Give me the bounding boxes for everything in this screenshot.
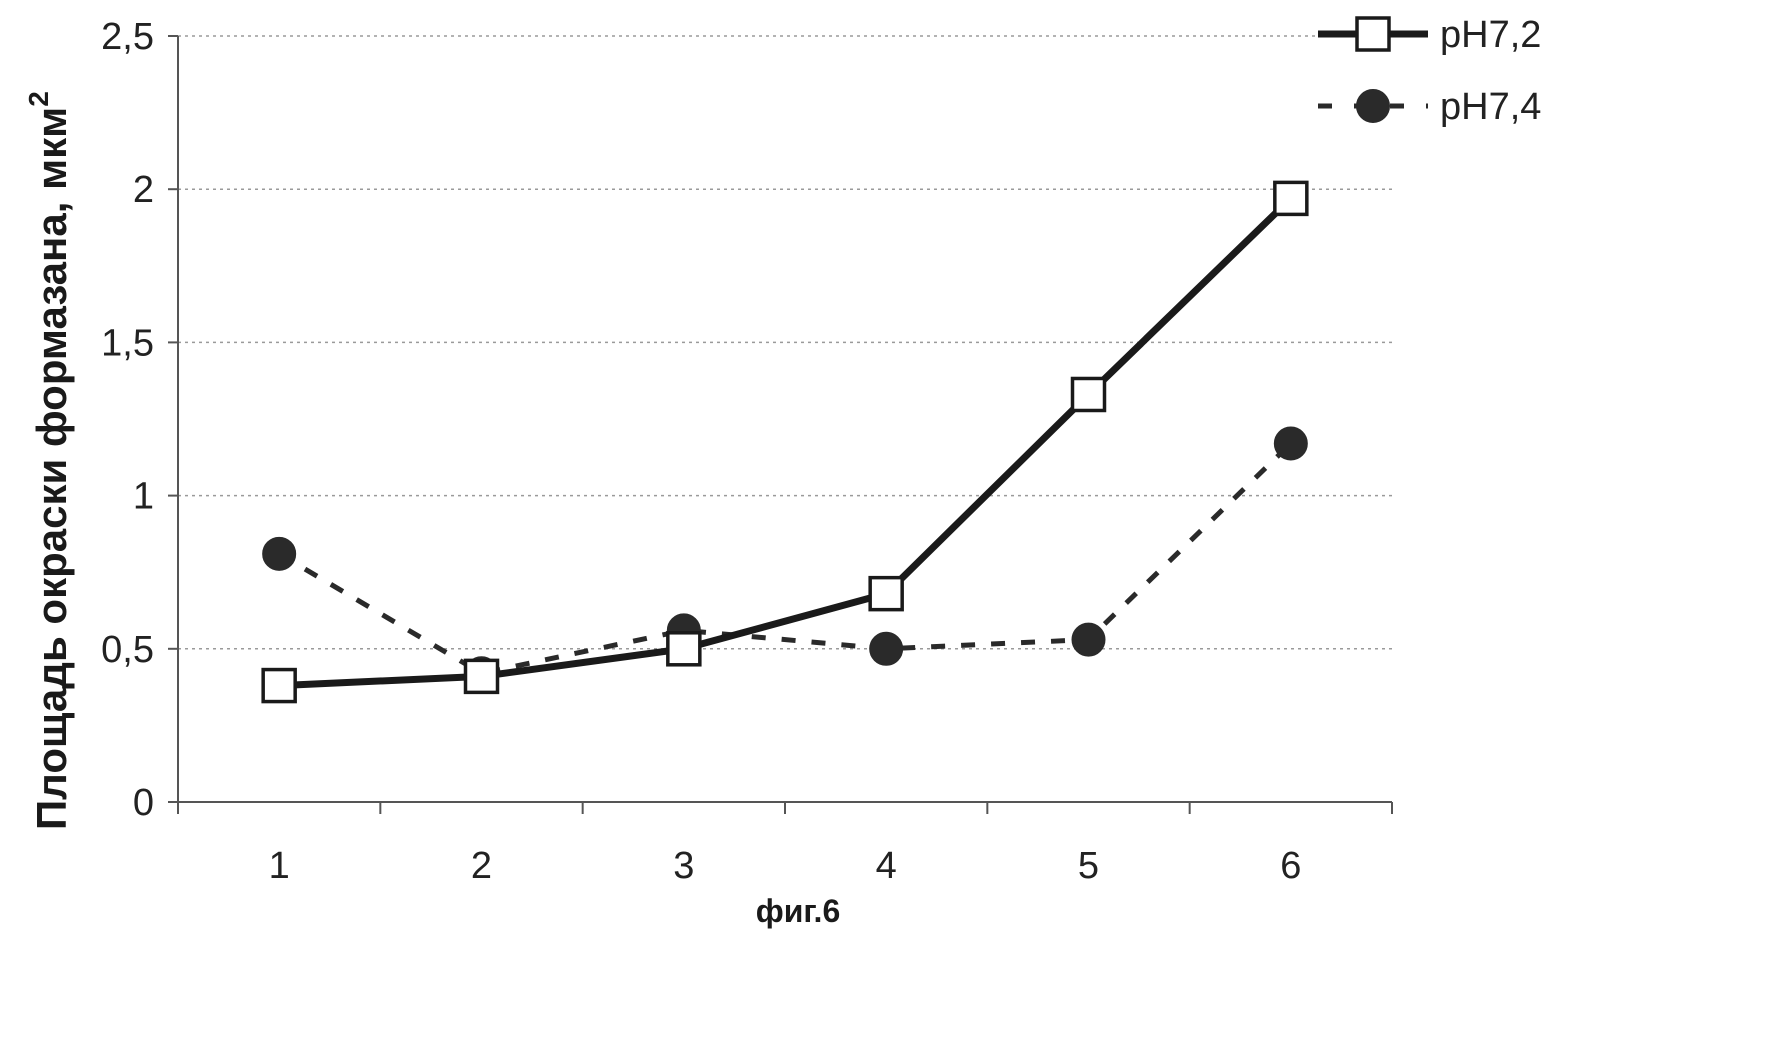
data-point-series-1 <box>870 578 902 610</box>
data-point-series-2 <box>1073 624 1105 656</box>
data-point-series-2 <box>263 538 295 570</box>
x-tick-label: 2 <box>471 845 492 887</box>
legend: pH7,2 pH7,4 <box>1318 14 1541 128</box>
series-line-2 <box>279 444 1291 674</box>
data-point-series-1 <box>1275 182 1307 214</box>
data-point-series-2 <box>870 633 902 665</box>
legend-marker-1 <box>1357 18 1389 50</box>
data-point-series-1 <box>466 660 498 692</box>
y-tick-label: 0,5 <box>101 629 154 671</box>
series <box>263 182 1307 701</box>
y-axis-title: Площадь окраски формазана, мкм2 <box>23 91 75 830</box>
data-point-series-2 <box>1275 428 1307 460</box>
y-tick-label: 2 <box>133 169 154 211</box>
y-tick-label: 1,5 <box>101 322 154 364</box>
y-ticks: 0 0,5 1 1,5 2 2,5 <box>101 16 178 824</box>
data-point-series-1 <box>668 633 700 665</box>
y-tick-label: 0 <box>133 782 154 824</box>
figure-caption: фиг.6 <box>756 893 840 929</box>
y-axis-title-superscript: 2 <box>23 91 54 107</box>
x-tick-label: 1 <box>269 845 290 887</box>
x-tick-label: 6 <box>1280 845 1301 887</box>
y-tick-label: 2,5 <box>101 16 154 58</box>
y-tick-label: 1 <box>133 476 154 518</box>
series-line-1 <box>279 198 1291 685</box>
axes <box>178 36 1392 802</box>
legend-marker-2 <box>1357 90 1389 122</box>
x-tick-label: 5 <box>1078 845 1099 887</box>
x-tick-label: 3 <box>673 845 694 887</box>
legend-label-1: pH7,2 <box>1440 14 1541 56</box>
x-tick-label: 4 <box>876 845 897 887</box>
data-point-series-1 <box>263 670 295 702</box>
gridlines <box>178 36 1392 649</box>
legend-label-2: pH7,4 <box>1440 86 1541 128</box>
data-point-series-1 <box>1073 378 1105 410</box>
x-ticks: 1 2 3 4 5 6 <box>178 802 1392 887</box>
